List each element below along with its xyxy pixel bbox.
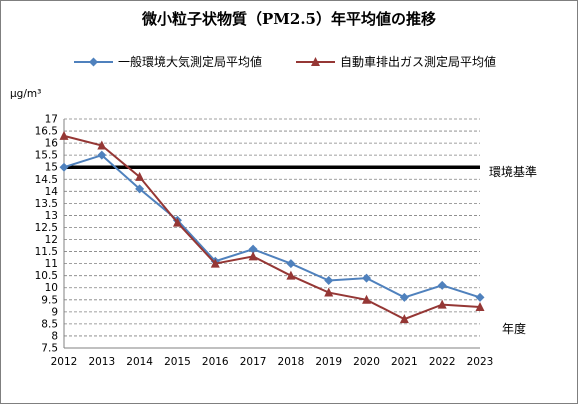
legend-marker-general: [89, 57, 98, 67]
series-line-1: [63, 154, 481, 299]
data-point-series-2: [59, 130, 69, 140]
data-point-series-1: [475, 292, 485, 302]
y-tick-label: 14.5: [35, 174, 58, 186]
data-point-series-2: [97, 140, 107, 150]
data-point-series-2: [135, 171, 145, 181]
legend-label-general: 一般環境大気測定局平均値: [118, 54, 262, 69]
y-tick-label: 11: [45, 258, 58, 270]
y-tick-label: 15: [45, 162, 58, 174]
y-tick-label: 14: [45, 186, 59, 198]
y-tick-label: 8.5: [41, 318, 58, 330]
x-tick-label: 2021: [391, 356, 418, 368]
data-point-series-1: [97, 150, 107, 160]
x-tick-label: 2017: [240, 356, 267, 368]
x-tick-label: 2020: [353, 356, 380, 368]
y-axis-unit: μg/m³: [10, 88, 41, 100]
data-point-series-1: [248, 244, 258, 254]
data-point-series-2: [362, 294, 372, 304]
y-tick-label: 16.5: [35, 126, 58, 138]
x-tick-label: 2018: [278, 356, 305, 368]
series-group: [59, 130, 485, 324]
data-point-series-2: [248, 251, 258, 261]
x-axis-title: 年度: [502, 321, 526, 336]
x-tick-label: 2012: [51, 356, 78, 368]
series-line-2: [63, 134, 481, 321]
data-point-series-1: [362, 273, 372, 283]
x-tick-label: 2022: [429, 356, 456, 368]
data-point-series-2: [172, 217, 182, 227]
x-tick-label: 2015: [164, 356, 191, 368]
x-tick-label: 2014: [126, 356, 153, 368]
data-point-series-1: [286, 259, 296, 269]
x-tick-label: 2016: [202, 356, 229, 368]
data-point-series-1: [399, 292, 409, 302]
y-tick-label: 17: [45, 114, 58, 126]
legend: 一般環境大気測定局平均値 自動車排出ガス測定局平均値: [74, 54, 496, 69]
data-point-series-1: [135, 184, 145, 194]
legend-label-roadside: 自動車排出ガス測定局平均値: [340, 54, 496, 69]
y-tick-label: 16: [45, 138, 59, 150]
data-point-series-2: [475, 302, 485, 312]
y-tick-labels: 7.588.599.51010.51111.51212.51313.51414.…: [35, 114, 59, 355]
y-tick-label: 12.5: [35, 222, 58, 234]
data-point-series-1: [324, 276, 334, 286]
x-tick-label: 2019: [315, 356, 342, 368]
data-point-series-2: [286, 270, 296, 280]
environmental-standard-label: 環境基準: [489, 164, 537, 179]
y-tick-label: 8: [51, 330, 58, 342]
y-tick-label: 10.5: [35, 270, 58, 282]
y-tick-label: 15.5: [35, 150, 58, 162]
y-tick-label: 9: [51, 306, 58, 318]
chart-title: 微小粒子状物質（PM2.5）年平均値の推移: [141, 10, 436, 28]
x-tick-label: 2013: [88, 356, 115, 368]
data-point-series-2: [210, 258, 220, 268]
data-point-series-2: [324, 287, 334, 297]
data-point-series-1: [59, 162, 69, 172]
data-point-series-1: [437, 280, 447, 290]
y-tick-label: 13.5: [35, 198, 58, 210]
y-tick-label: 10: [45, 282, 58, 294]
y-tick-label: 13: [45, 210, 58, 222]
data-point-series-2: [399, 314, 409, 324]
gridlines: [64, 118, 480, 337]
y-tick-label: 7.5: [41, 343, 58, 355]
legend-marker-roadside: [311, 57, 320, 66]
y-tick-label: 11.5: [35, 246, 58, 258]
y-tick-label: 12: [45, 234, 58, 246]
axes: [63, 119, 480, 349]
x-tick-label: 2023: [467, 356, 494, 368]
y-tick-label: 9.5: [41, 294, 58, 306]
x-tick-labels: 2012 2013 2014 2015 2016 2017 2018 2019 2020 2021…: [51, 356, 494, 368]
data-point-series-2: [437, 299, 447, 309]
